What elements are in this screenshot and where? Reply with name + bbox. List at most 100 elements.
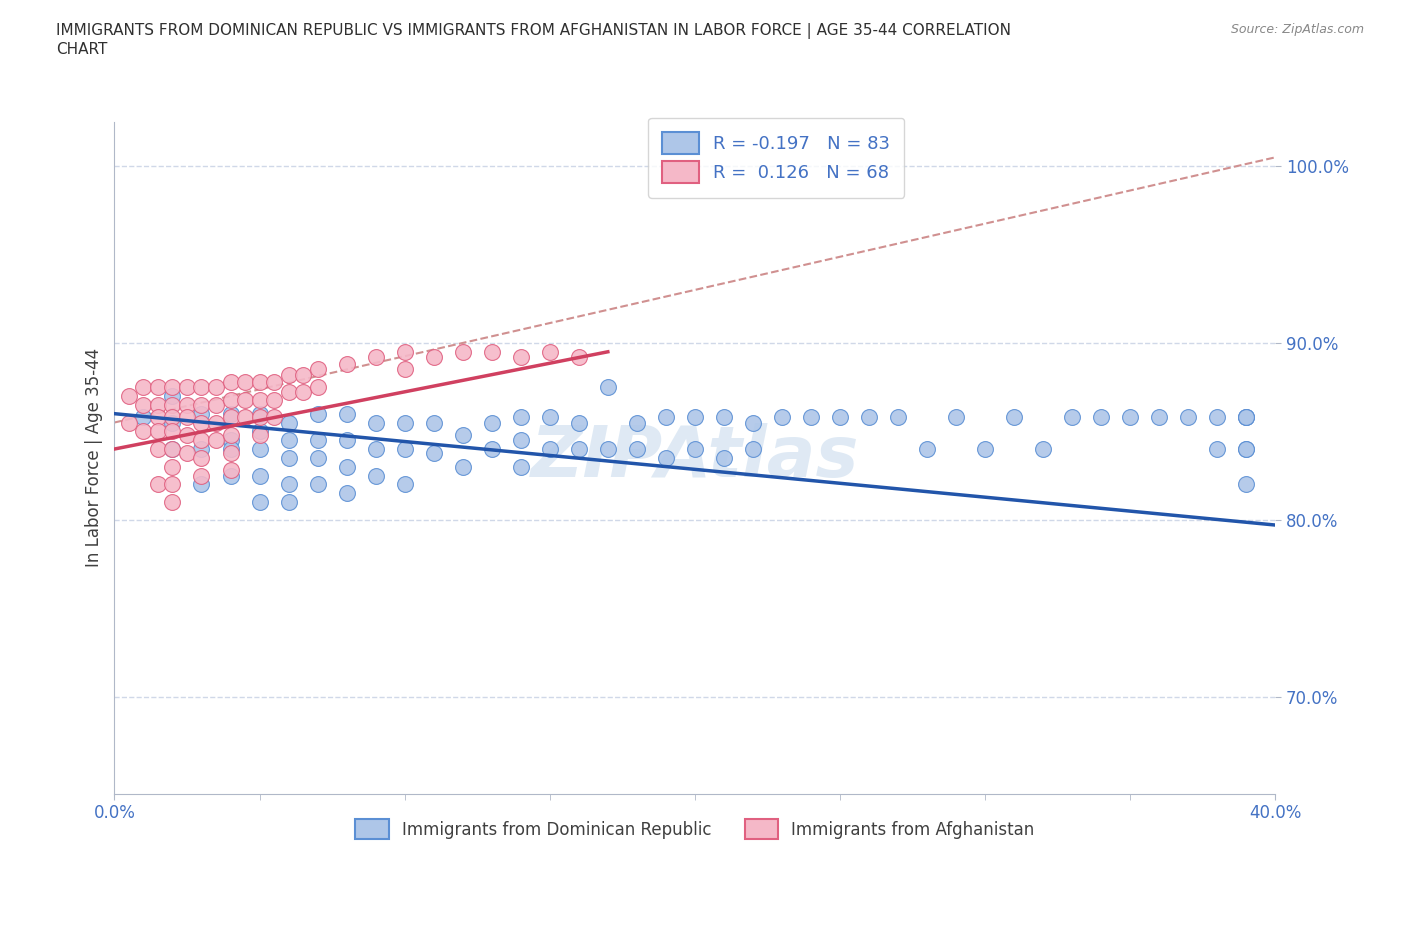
Point	[219, 432, 242, 447]
Point	[1234, 442, 1257, 457]
Point	[219, 392, 242, 407]
Point	[263, 410, 285, 425]
Point	[1119, 410, 1142, 425]
Point	[249, 468, 271, 483]
Point	[1234, 442, 1257, 457]
Point	[277, 385, 299, 400]
Point	[568, 350, 591, 365]
Point	[945, 410, 967, 425]
Point	[249, 410, 271, 425]
Point	[176, 410, 198, 425]
Point	[683, 410, 706, 425]
Point	[1062, 410, 1084, 425]
Point	[190, 415, 212, 430]
Point	[394, 415, 416, 430]
Point	[481, 442, 503, 457]
Point	[162, 415, 184, 430]
Point	[249, 375, 271, 390]
Point	[162, 410, 184, 425]
Point	[190, 477, 212, 492]
Point	[451, 459, 474, 474]
Point	[713, 450, 735, 465]
Point	[509, 350, 531, 365]
Point	[233, 375, 256, 390]
Point	[176, 379, 198, 394]
Point	[422, 350, 444, 365]
Point	[1177, 410, 1199, 425]
Point	[887, 410, 910, 425]
Point	[190, 397, 212, 412]
Point	[205, 432, 228, 447]
Point	[233, 410, 256, 425]
Point	[277, 367, 299, 382]
Point	[394, 477, 416, 492]
Point	[249, 428, 271, 443]
Point	[451, 428, 474, 443]
Point	[307, 406, 329, 421]
Point	[509, 459, 531, 474]
Point	[364, 415, 387, 430]
Point	[249, 392, 271, 407]
Text: Source: ZipAtlas.com: Source: ZipAtlas.com	[1230, 23, 1364, 36]
Point	[190, 450, 212, 465]
Point	[219, 463, 242, 478]
Point	[1234, 410, 1257, 425]
Point	[1090, 410, 1112, 425]
Point	[132, 379, 155, 394]
Point	[176, 445, 198, 460]
Point	[974, 442, 997, 457]
Point	[162, 459, 184, 474]
Point	[219, 406, 242, 421]
Point	[1234, 410, 1257, 425]
Point	[190, 442, 212, 457]
Point	[307, 362, 329, 377]
Point	[307, 432, 329, 447]
Point	[219, 428, 242, 443]
Point	[146, 397, 169, 412]
Point	[626, 415, 648, 430]
Point	[162, 397, 184, 412]
Point	[219, 442, 242, 457]
Point	[858, 410, 880, 425]
Point	[509, 432, 531, 447]
Point	[713, 410, 735, 425]
Point	[481, 344, 503, 359]
Point	[118, 415, 141, 430]
Point	[219, 468, 242, 483]
Point	[481, 415, 503, 430]
Point	[146, 477, 169, 492]
Point	[915, 442, 938, 457]
Point	[1002, 410, 1025, 425]
Point	[1032, 442, 1054, 457]
Legend: Immigrants from Dominican Republic, Immigrants from Afghanistan: Immigrants from Dominican Republic, Immi…	[349, 812, 1042, 846]
Point	[336, 459, 359, 474]
Point	[162, 477, 184, 492]
Point	[277, 415, 299, 430]
Point	[336, 406, 359, 421]
Point	[683, 442, 706, 457]
Point	[249, 495, 271, 510]
Point	[292, 385, 315, 400]
Point	[249, 406, 271, 421]
Point	[742, 442, 765, 457]
Point	[162, 389, 184, 404]
Point	[1234, 410, 1257, 425]
Point	[770, 410, 793, 425]
Point	[509, 410, 531, 425]
Point	[307, 477, 329, 492]
Point	[1206, 410, 1229, 425]
Point	[394, 362, 416, 377]
Point	[538, 344, 561, 359]
Point	[162, 442, 184, 457]
Point	[1206, 442, 1229, 457]
Point	[336, 432, 359, 447]
Point	[277, 432, 299, 447]
Point	[655, 450, 678, 465]
Point	[626, 442, 648, 457]
Point	[422, 415, 444, 430]
Point	[132, 795, 155, 810]
Point	[655, 410, 678, 425]
Point	[190, 468, 212, 483]
Point	[162, 442, 184, 457]
Point	[162, 379, 184, 394]
